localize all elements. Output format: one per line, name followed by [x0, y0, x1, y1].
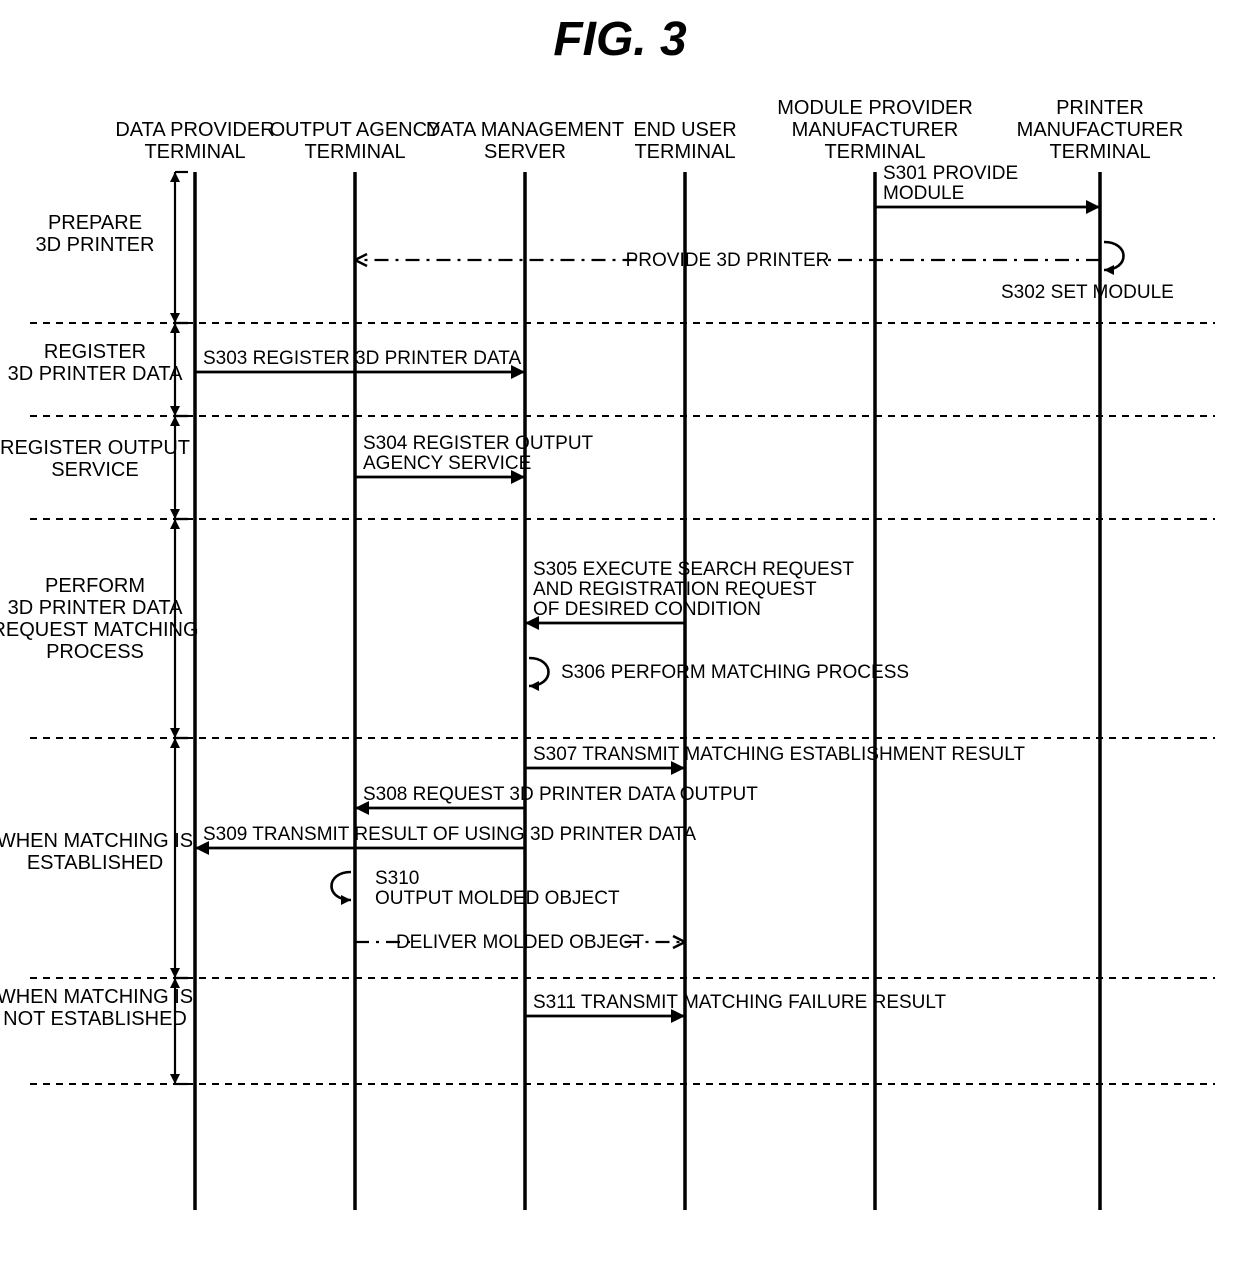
phase-notEstablished-line-1: NOT ESTABLISHED: [3, 1008, 187, 1030]
lifeline-outputAgency-header-line-1: TERMINAL: [304, 141, 405, 163]
lifeline-outputAgency-header-line-0: OUTPUT AGENCY: [270, 119, 441, 141]
phase-match-line-2: REQUEST MATCHING: [0, 619, 199, 641]
phase-prepare-line-1: 3D PRINTER: [36, 234, 155, 256]
lifeline-dataProvider-header-line-0: DATA PROVIDER: [115, 119, 274, 141]
msg-s311-l0: S311 TRANSMIT MATCHING FAILURE RESULT: [533, 992, 947, 1013]
lifeline-moduleProv-header-line-0: MODULE PROVIDER: [777, 97, 973, 119]
phase-regSvc-line-1: SERVICE: [51, 459, 138, 481]
phase-regSvc-line-0: REGISTER OUTPUT: [0, 437, 190, 459]
lifeline-printerMfr-header-line-2: TERMINAL: [1049, 141, 1150, 163]
msg-s310-pre: S310: [375, 868, 419, 889]
msg-s303-l0: S303 REGISTER 3D PRINTER DATA: [203, 348, 521, 369]
lifeline-dataMgmt-header-line-1: SERVER: [484, 141, 566, 163]
msg-s305-l2: OF DESIRED CONDITION: [533, 599, 761, 620]
lifeline-printerMfr-header-line-0: PRINTER: [1056, 97, 1144, 119]
msg-s301-l1: MODULE: [883, 183, 964, 204]
phase-notEstablished-line-0: WHEN MATCHING IS: [0, 986, 193, 1008]
lifeline-dataMgmt-header-line-0: DATA MANAGEMENT: [426, 119, 624, 141]
lifeline-moduleProv-header-line-2: TERMINAL: [824, 141, 925, 163]
figure-title: FIG. 3: [553, 13, 687, 66]
msg-s305-l1: AND REGISTRATION REQUEST: [533, 579, 817, 600]
msg-s306: S306 PERFORM MATCHING PROCESS: [561, 662, 909, 683]
phase-regData-line-0: REGISTER: [44, 341, 146, 363]
phase-match-line-3: PROCESS: [46, 641, 144, 663]
msg-s308-l0: S308 REQUEST 3D PRINTER DATA OUTPUT: [363, 784, 758, 805]
lifeline-dataProvider-header-line-1: TERMINAL: [144, 141, 245, 163]
phase-prepare-line-0: PREPARE: [48, 212, 142, 234]
msg-s304-l0: S304 REGISTER OUTPUT: [363, 433, 594, 454]
phase-regData-line-1: 3D PRINTER DATA: [8, 363, 183, 385]
msg-s310-l0: OUTPUT MOLDED OBJECT: [375, 888, 620, 909]
phase-match-line-1: 3D PRINTER DATA: [8, 597, 183, 619]
lifeline-moduleProv-header-line-1: MANUFACTURER: [792, 119, 959, 141]
lifeline-endUser-header-line-0: END USER: [633, 119, 736, 141]
lifeline-printerMfr-header-line-1: MANUFACTURER: [1017, 119, 1184, 141]
msg-s305-l0: S305 EXECUTE SEARCH REQUEST: [533, 559, 854, 580]
svg-text:DELIVER MOLDED OBJECT: DELIVER MOLDED OBJECT: [396, 932, 644, 953]
lifeline-endUser-header-line-1: TERMINAL: [634, 141, 735, 163]
msg-s307-l0: S307 TRANSMIT MATCHING ESTABLISHMENT RES…: [533, 744, 1025, 765]
msg-s301-l0: S301 PROVIDE: [883, 163, 1018, 184]
phase-established-line-0: WHEN MATCHING IS: [0, 830, 193, 852]
phase-established-line-1: ESTABLISHED: [27, 852, 163, 874]
svg-text:PROVIDE 3D PRINTER: PROVIDE 3D PRINTER: [626, 250, 830, 271]
msg-s304-l1: AGENCY SERVICE: [363, 453, 531, 474]
msg-s302loop: S302 SET MODULE: [1001, 282, 1174, 303]
phase-match-line-0: PERFORM: [45, 575, 145, 597]
msg-s309-l0: S309 TRANSMIT RESULT OF USING 3D PRINTER…: [203, 824, 696, 845]
